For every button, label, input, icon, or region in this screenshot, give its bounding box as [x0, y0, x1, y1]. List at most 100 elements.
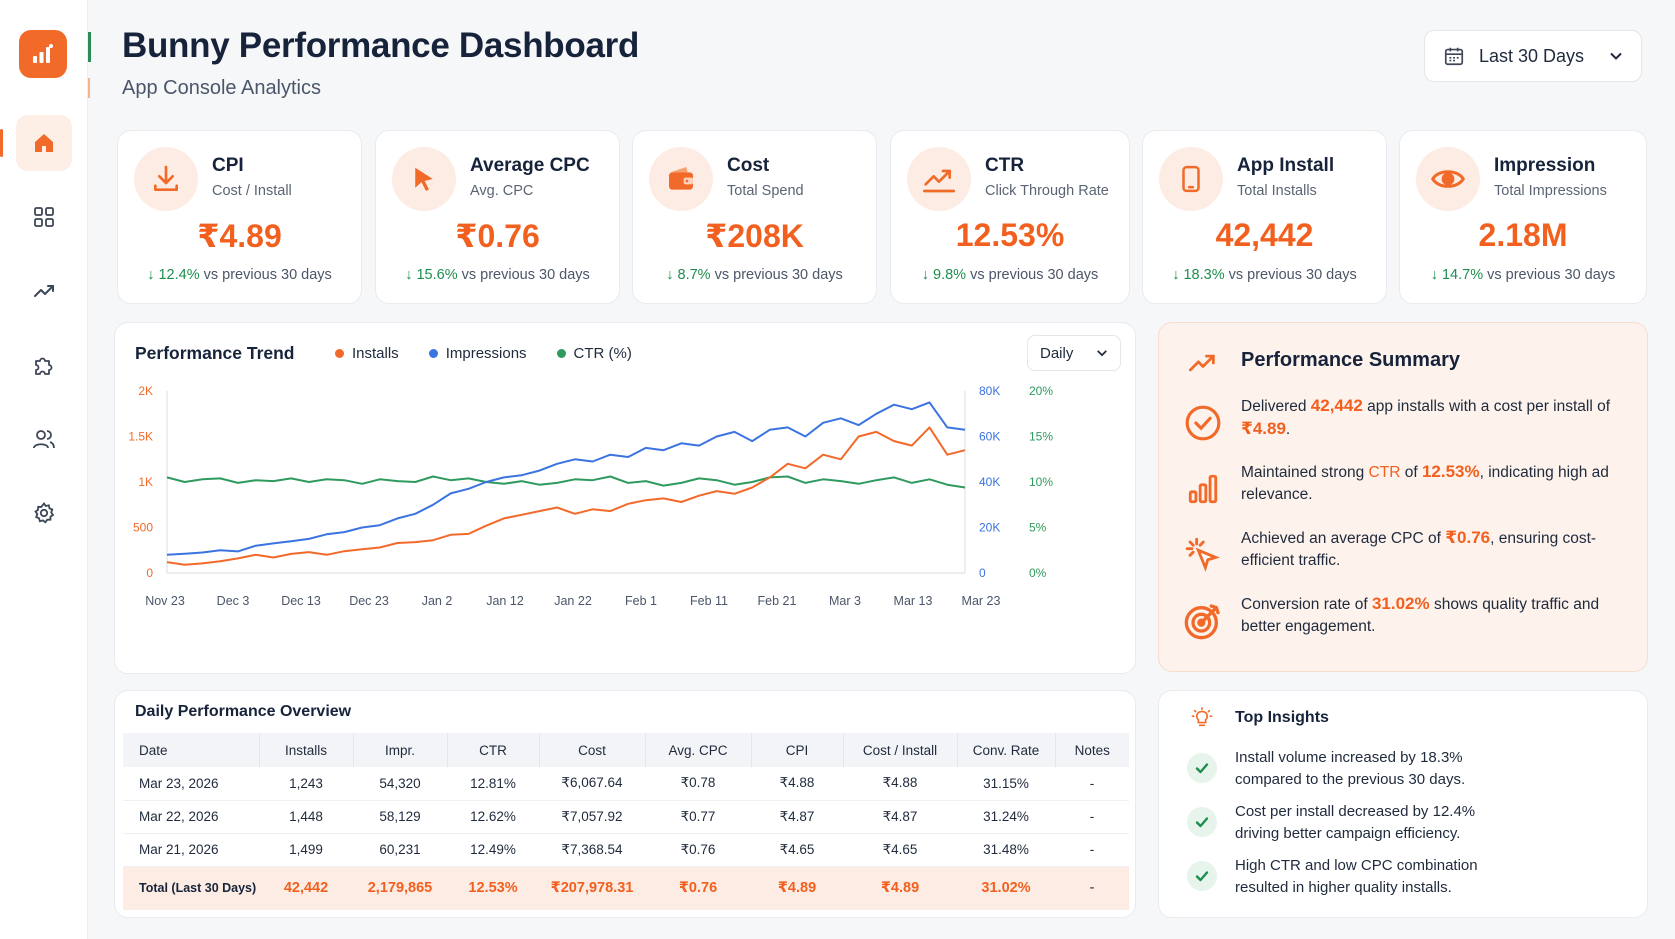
column-header[interactable]: Notes: [1055, 733, 1129, 767]
legend-installs[interactable]: Installs: [335, 345, 399, 362]
chart-legend: Installs Impressions CTR (%): [335, 345, 632, 362]
insight-item: Install volume increased by 18.3% compar…: [1235, 749, 1466, 788]
home-icon: [35, 134, 53, 152]
gear-icon: [34, 502, 55, 524]
installs-line: [166, 426, 966, 566]
kpi-card-cost[interactable]: Cost Total Spend ₹208K ↓ 8.7% vs previou…: [632, 130, 877, 304]
table-row[interactable]: Mar 21, 2026 1,499 60,231 12.49% ₹7,368.54 ₹0…: [123, 833, 1129, 867]
legend-label: CTR (%): [573, 345, 632, 362]
kpi-delta: ↓ 18.3% vs previous 30 days: [1143, 267, 1386, 283]
sidebar-item-settings[interactable]: [16, 485, 72, 541]
column-header[interactable]: Date: [123, 733, 260, 767]
table-cell: -: [1055, 800, 1129, 834]
summary-highlight: 12.53%: [1421, 462, 1480, 481]
date-range-dropdown[interactable]: Last 30 Days: [1424, 30, 1642, 82]
date-range-label: Last 30 Days: [1479, 45, 1585, 66]
sidebar-item-dashboard[interactable]: [16, 189, 72, 245]
table-cell: ₹207,978.31: [539, 866, 645, 910]
column-header[interactable]: CTR: [447, 733, 540, 767]
bar-chart-icon: [1183, 469, 1223, 509]
kpi-value: 42,442: [1215, 217, 1314, 253]
kpi-title: Average CPC: [470, 155, 590, 176]
summary-text: .: [1285, 421, 1291, 438]
trend-title: Performance Trend: [135, 343, 295, 363]
kpi-delta-text: vs previous 30 days: [710, 267, 843, 283]
table-row[interactable]: Mar 23, 2026 1,243 54,320 12.81% ₹6,067.64 ₹0…: [123, 767, 1129, 801]
trend-line-icon: [34, 285, 54, 297]
table-cell: 58,129: [353, 800, 447, 834]
kpi-title: App Install: [1237, 155, 1335, 176]
kpi-value: ₹4.89: [197, 218, 282, 254]
kpi-delta-pct: ↓ 18.3%: [1172, 267, 1225, 283]
header-accent-secondary: [88, 78, 90, 98]
kpi-card-impression[interactable]: Impression Total Impressions 2.18M ↓ 14.…: [1399, 130, 1647, 304]
column-header[interactable]: Impr.: [353, 733, 448, 767]
kpi-delta-text: vs previous 30 days: [1483, 267, 1616, 283]
check-circle-icon: [1183, 403, 1223, 443]
summary-text: , ensuring cost-efficient traffic.: [1241, 530, 1597, 569]
kpi-delta-text: vs previous 30 days: [457, 267, 590, 283]
chevron-down-icon: [1097, 350, 1107, 357]
sidebar-item-trends[interactable]: [16, 263, 72, 319]
legend-impressions[interactable]: Impressions: [428, 345, 527, 362]
insight-item: Cost per install decreased by 12.4% driv…: [1235, 803, 1476, 842]
table-cell: 31.24%: [957, 800, 1055, 834]
x-tick-label: Jan 22: [554, 594, 592, 608]
app-logo[interactable]: [19, 30, 67, 78]
kpi-card-cpi[interactable]: CPI Cost / Install ₹4.89 ↓ 12.4% vs prev…: [117, 130, 362, 304]
x-tick-label: Dec 3: [217, 594, 250, 608]
eye-icon: [1416, 147, 1480, 211]
table-cell: ₹0.76: [645, 866, 751, 910]
legend-label: Installs: [352, 345, 399, 362]
kpi-card-app-install[interactable]: App Install Total Installs 42,442 ↓ 18.3…: [1142, 130, 1387, 304]
wallet-icon: [649, 147, 713, 211]
table-cell: ₹7,057.92: [539, 800, 645, 834]
sidebar-item-integrations[interactable]: [16, 337, 72, 393]
table-cell: 31.02%: [957, 866, 1055, 910]
performance-trend-chart: 0 0 0% 500 20K 5% 1K 40K 10% 1.5K 60K 15% 2K 80K 20% No…: [128, 384, 1053, 608]
header-accent: [88, 32, 91, 62]
trend-up-icon: [1183, 343, 1223, 383]
table-cell: 12.81%: [447, 767, 539, 801]
column-header[interactable]: Cost / Install: [843, 733, 958, 767]
grid-icon: [34, 207, 54, 227]
kpi-subtitle: Total Impressions: [1494, 183, 1607, 199]
kpi-value: 12.53%: [955, 217, 1065, 253]
kpi-title: CTR: [985, 155, 1025, 176]
summary-highlight: ₹4.89: [1241, 419, 1286, 438]
x-tick-label: Jan 2: [422, 594, 453, 608]
insight-item: High CTR and low CPC combination resulte…: [1235, 857, 1478, 896]
column-header[interactable]: Avg. CPC: [645, 733, 752, 767]
table-cell: 2,179,865: [353, 866, 447, 910]
kpi-delta: ↓ 14.7% vs previous 30 days: [1400, 267, 1646, 283]
granularity-dropdown[interactable]: Daily: [1027, 335, 1121, 371]
column-header[interactable]: Cost: [539, 733, 646, 767]
table-cell: -: [1055, 833, 1129, 867]
column-header[interactable]: Conv. Rate: [957, 733, 1056, 767]
x-tick-label: Feb 11: [690, 594, 728, 608]
column-header[interactable]: CPI: [751, 733, 844, 767]
table-cell: 1,448: [259, 800, 353, 834]
legend-ctr[interactable]: CTR (%): [556, 345, 632, 362]
phone-icon: [1159, 147, 1223, 211]
table-cell: ₹0.78: [645, 767, 751, 801]
summary-item: Conversion rate of 31.02% shows quality …: [1241, 593, 1631, 638]
kpi-delta-text: vs previous 30 days: [1224, 267, 1357, 283]
kpi-card-ctr[interactable]: CTR Click Through Rate 12.53% ↓ 9.8% vs …: [890, 130, 1130, 304]
legend-label: Impressions: [445, 345, 527, 362]
download-icon: [134, 147, 198, 211]
summary-text: Delivered: [1241, 398, 1311, 415]
table-row[interactable]: Mar 22, 2026 1,448 58,129 12.62% ₹7,057.92 ₹0…: [123, 800, 1129, 834]
y-tick-impressions: 40K: [979, 475, 1000, 489]
column-header[interactable]: Installs: [259, 733, 354, 767]
x-tick-label: Feb 1: [625, 594, 657, 608]
kpi-card-avg-cpc[interactable]: Average CPC Avg. CPC ₹0.76 ↓ 15.6% vs pr…: [375, 130, 620, 304]
kpi-subtitle: Avg. CPC: [470, 183, 534, 199]
table-cell: ₹4.88: [843, 767, 957, 801]
sidebar-item-users[interactable]: [16, 411, 72, 467]
sidebar-item-home[interactable]: [0, 115, 72, 171]
kpi-value: ₹0.76: [455, 218, 540, 254]
y-tick-impressions: 20K: [979, 521, 1000, 535]
kpi-subtitle: Cost / Install: [212, 183, 292, 199]
summary-text: shows quality traffic and better engagem…: [1241, 596, 1600, 635]
